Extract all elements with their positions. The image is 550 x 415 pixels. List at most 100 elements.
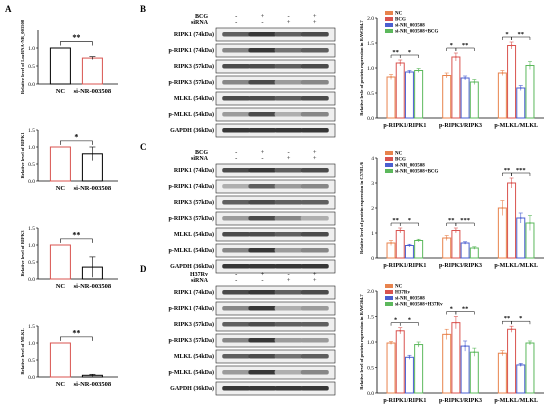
- significance-label: *: [74, 132, 78, 141]
- blot-band: [300, 338, 329, 343]
- blot-header-sign: -: [235, 155, 237, 162]
- blot-band: [222, 322, 251, 327]
- significance-label: **: [72, 230, 80, 239]
- bar: [49, 342, 71, 378]
- data-point: [390, 342, 392, 344]
- blot-band: [300, 386, 329, 391]
- y-tick-label: 0.0: [28, 277, 35, 283]
- blot-header-sign: -: [235, 19, 237, 26]
- blot-header-sign: -: [235, 149, 237, 156]
- bar: [49, 47, 71, 85]
- blot-band: [222, 112, 251, 117]
- blot-row-label: p-RIPK3 (57kDa): [168, 79, 214, 86]
- y-tick-label: 1.0: [28, 145, 35, 151]
- data-point: [390, 242, 392, 244]
- x-category-label: p-RIPK1/RIPK1: [383, 123, 426, 129]
- y-tick-label: 0.5: [28, 358, 35, 364]
- blot-band: [300, 80, 329, 85]
- data-point: [445, 333, 448, 336]
- blot-band: [274, 216, 303, 221]
- legend-label: si-NR_003508+BCG: [395, 170, 439, 175]
- blot-row-label: p-RIPK1 (74kDa): [168, 183, 214, 190]
- blot-band: [248, 216, 277, 221]
- significance-label: *: [505, 31, 508, 38]
- data-point: [455, 56, 457, 58]
- blot-header-label: siRNA: [191, 20, 209, 26]
- significance-bracket: [455, 311, 475, 315]
- blot-header-sign: +: [313, 13, 317, 20]
- blot-row-label: RIPK3 (57kDa): [174, 199, 214, 206]
- chart-D: Relative level of protein expression in …: [359, 284, 544, 404]
- legend-swatch: [385, 29, 393, 33]
- blot-band: [248, 322, 277, 327]
- significance-label: **: [518, 31, 525, 38]
- legend-label: NC: [395, 12, 403, 17]
- bar: [49, 146, 71, 182]
- bar: [442, 75, 452, 119]
- y-tick-label: 0.0: [28, 375, 35, 381]
- blot-band: [274, 386, 303, 391]
- data-point: [408, 71, 411, 73]
- blot-header-sign: -: [288, 13, 290, 20]
- blot-band: [248, 200, 277, 205]
- blot-header-label: BCG: [195, 150, 208, 156]
- blot-band: [300, 184, 329, 189]
- data-point: [399, 329, 402, 332]
- blot-band: [274, 184, 303, 189]
- blot-band: [248, 168, 277, 173]
- legend-swatch: [385, 284, 393, 288]
- significance-bracket: [60, 140, 93, 145]
- y-tick-label: 0.0: [367, 116, 374, 122]
- blot-band: [274, 200, 303, 205]
- blot-band: [222, 184, 251, 189]
- blot-band: [274, 322, 303, 327]
- legend-swatch: [385, 157, 393, 161]
- chart-ylabel: Relative level of protein expression in …: [359, 161, 364, 254]
- blot-band: [222, 248, 251, 253]
- blot-row-label: MLKL (54kDa): [174, 95, 214, 102]
- data-point: [445, 74, 448, 77]
- blot-header-sign: -: [261, 155, 263, 162]
- bar: [442, 237, 452, 259]
- blot-header-sign: -: [235, 277, 237, 284]
- panel-label-C: C: [140, 142, 147, 152]
- blot-band: [248, 48, 277, 53]
- y-tick-label: 0.5: [367, 365, 374, 371]
- data-point: [519, 87, 522, 89]
- legend-swatch: [385, 11, 393, 15]
- blot-panel-B: BCG - + - +siRNA - - + +RIPK1 (74kDa)p-RIPK1 (74…: [168, 13, 336, 138]
- blot-row-label: MLKL (54kDa): [174, 231, 214, 238]
- legend-label: NC: [395, 285, 403, 290]
- panel-label-A: A: [5, 4, 12, 14]
- significance-label: ***: [460, 217, 470, 224]
- significance-bracket: [511, 172, 531, 176]
- y-tick-label: 1.0: [28, 243, 35, 249]
- blot-band: [248, 32, 277, 37]
- significance-label: **: [462, 42, 469, 49]
- x-category-label: p-RIPK1/RIPK1: [383, 398, 426, 404]
- data-point: [455, 229, 457, 232]
- blot-header-label: H37Rv: [190, 272, 208, 278]
- blot-band: [248, 248, 277, 253]
- data-point: [510, 182, 513, 184]
- blot-band: [222, 80, 251, 85]
- data-point: [464, 242, 466, 244]
- significance-label: *: [394, 317, 397, 324]
- blot-band: [248, 264, 277, 269]
- significance-label: **: [72, 328, 80, 337]
- blot-band: [300, 306, 329, 311]
- blot-band: [222, 264, 251, 269]
- blot-header-sign: +: [313, 271, 317, 278]
- y-tick-label: 2.0: [367, 16, 374, 22]
- blot-band: [274, 112, 303, 117]
- y-tick-label: 0.0: [367, 391, 374, 397]
- blot-band: [248, 184, 277, 189]
- y-tick-label: 1.5: [28, 324, 35, 330]
- significance-label: *: [408, 317, 411, 324]
- x-category-label: NC: [56, 283, 66, 290]
- blot-band: [274, 370, 303, 375]
